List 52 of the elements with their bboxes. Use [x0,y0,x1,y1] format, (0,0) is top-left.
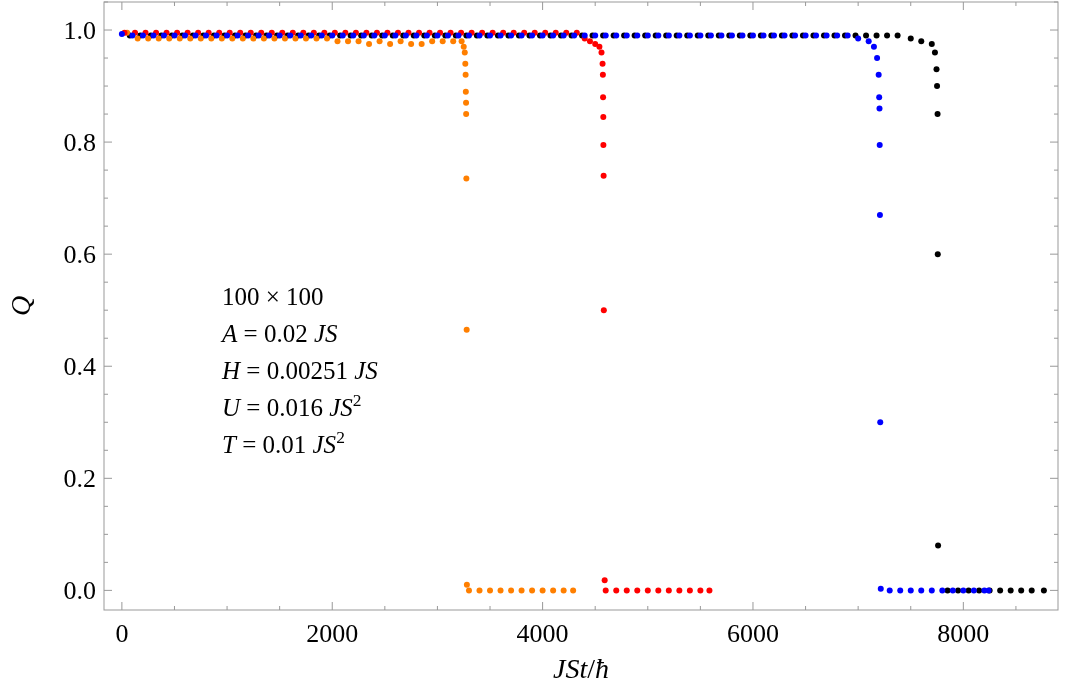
annotation: T = 0.01 JS$^{2}$ [222,427,345,458]
point [397,38,404,45]
point [439,38,446,45]
point [560,587,567,594]
point [508,587,515,594]
x-tick-label: 4000 [516,619,569,648]
y-tick-label: 0.6 [63,240,96,270]
annotation: 100 × 100 [222,283,324,310]
point [345,38,352,45]
y-tick-label: 0.2 [63,464,96,494]
point [463,326,470,333]
point [450,38,457,45]
y-tick-label: 0.4 [63,352,96,382]
point [463,99,470,106]
annotation: H = 0.00251 JS [221,357,379,384]
point [366,41,373,48]
point [461,49,468,56]
point [487,587,494,594]
y-tick-label: 0.0 [63,576,96,606]
point [465,587,472,594]
x-tick-label: 0 [115,619,129,648]
point [529,587,536,594]
point [458,38,465,45]
point [355,38,362,45]
annotation: U = 0.016 JS$^{2}$ [222,390,362,421]
point [518,587,525,594]
point [387,41,394,48]
y-tick-label: 1.0 [63,16,96,46]
x-axis-title: JSt/ħ [553,653,609,684]
annotation: A = 0.02 JS [220,320,338,347]
point [460,43,467,50]
y-tick-label: 0.8 [63,128,96,158]
x-tick-label: 6000 [726,619,779,648]
point [463,111,470,118]
point [376,38,383,45]
y-axis-title: Q [5,295,36,317]
point [462,88,469,95]
point [550,587,557,594]
point [497,587,504,594]
point [418,41,425,48]
point [476,587,483,594]
point [463,581,470,588]
point [334,38,341,45]
point [408,41,415,48]
point [539,587,546,594]
x-tick-label: 2000 [306,619,359,648]
point [462,71,469,78]
point [463,175,470,182]
x-tick-label: 8000 [937,619,990,648]
point [462,60,469,67]
point [429,38,436,45]
point [570,587,577,594]
